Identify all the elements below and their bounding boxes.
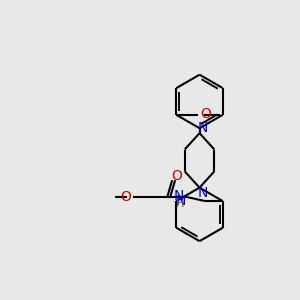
Text: N: N xyxy=(174,189,184,203)
Text: O: O xyxy=(172,169,183,183)
Text: N: N xyxy=(197,121,208,135)
Text: N: N xyxy=(197,186,208,200)
Text: O: O xyxy=(200,107,211,121)
Text: N: N xyxy=(175,194,185,208)
Text: H: H xyxy=(176,199,184,209)
Text: O: O xyxy=(121,190,132,204)
